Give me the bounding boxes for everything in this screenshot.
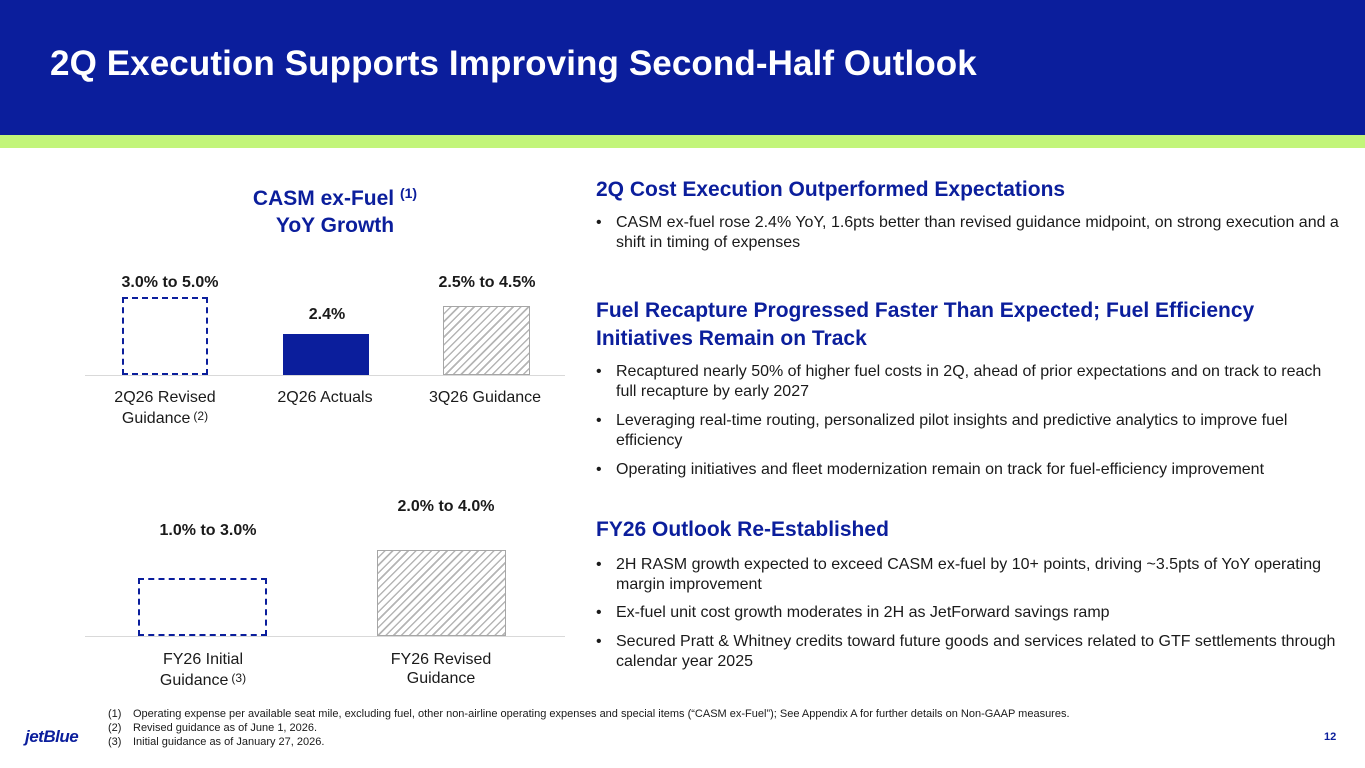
chart2-bar1-range-box xyxy=(138,578,267,636)
footnote-3: (3) Initial guidance as of January 27, 2… xyxy=(108,736,325,748)
chart1-category-2: 2Q26 Actuals xyxy=(277,389,373,406)
section3-bullet-3: • Secured Pratt & Whitney credits toward… xyxy=(596,633,1336,670)
bullet-marker: • xyxy=(596,214,602,231)
chart1-title-footnote-ref: (1) xyxy=(399,185,418,201)
header-bar: 2Q Execution Supports Improving Second-H… xyxy=(0,0,1365,135)
section1-bullet-1: • CASM ex-fuel rose 2.4% YoY, 1.6pts bet… xyxy=(596,214,1339,251)
footnote-2: (2) Revised guidance as of June 1, 2026. xyxy=(108,722,318,734)
jetblue-logo: jetBlue xyxy=(25,727,79,746)
bullet-marker: • xyxy=(596,461,602,478)
chart1-category-1-footnote-ref: (2) xyxy=(193,409,209,423)
chart1-bar1-range-box xyxy=(122,297,208,375)
section2-bullet-2: • Leveraging real-time routing, personal… xyxy=(596,412,1288,449)
chart1-category-3: 3Q26 Guidance xyxy=(428,389,542,406)
section1-heading: 2Q Cost Execution Outperformed Expectati… xyxy=(596,178,1066,201)
section3-bullet-1: • 2H RASM growth expected to exceed CASM… xyxy=(596,556,1322,593)
footnote-1: (1) Operating expense per available seat… xyxy=(108,708,1070,720)
chart1-bar1-value-label: 3.0% to 5.0% xyxy=(121,274,219,291)
chart2-baseline xyxy=(85,636,565,637)
chart1-category-1: 2Q26 Revised Guidance (2) xyxy=(114,389,216,427)
page-title: 2Q Execution Supports Improving Second-H… xyxy=(50,44,977,83)
chart2-category-1: FY26 Initial Guidance (3) xyxy=(159,651,247,689)
chart1-bar2-value-label: 2.4% xyxy=(308,306,346,323)
bullet-marker: • xyxy=(596,604,602,621)
section2-heading: Fuel Recapture Progressed Faster Than Ex… xyxy=(596,299,1255,350)
accent-band xyxy=(0,135,1365,148)
chart1-bar2-bar xyxy=(283,334,369,375)
bullet-marker: • xyxy=(596,412,602,429)
chart1-baseline xyxy=(85,375,565,376)
page-number: 12 xyxy=(1324,731,1337,743)
section2-bullet-1: • Recaptured nearly 50% of higher fuel c… xyxy=(596,363,1322,400)
section2-bullet-3: • Operating initiatives and fleet modern… xyxy=(596,461,1265,478)
chart2-category-1-footnote-ref: (3) xyxy=(231,671,247,685)
chart1-bar3-value-label: 2.5% to 4.5% xyxy=(438,274,536,291)
chart1-title: CASM ex-Fuel (1) YoY Growth xyxy=(200,180,470,239)
footnotes: (1) Operating expense per available seat… xyxy=(108,707,1070,749)
section3-heading: FY26 Outlook Re-Established xyxy=(596,518,889,541)
bullet-marker: • xyxy=(596,556,602,573)
chart2-bar2-value-label: 2.0% to 4.0% xyxy=(397,498,495,515)
chart1-title-line2: YoY Growth xyxy=(275,214,395,237)
chart2-bar2-range-box xyxy=(377,550,506,636)
chart1-bar3-range-box xyxy=(443,306,530,375)
chart2-category-2: FY26 Revised Guidance xyxy=(390,651,492,687)
section3-bullet-2: • Ex-fuel unit cost growth moderates in … xyxy=(596,604,1110,621)
chart2-bar1-value-label: 1.0% to 3.0% xyxy=(159,522,257,539)
bullet-marker: • xyxy=(596,633,602,650)
bullet-marker: • xyxy=(596,363,602,380)
chart1-title-line1: CASM ex-Fuel xyxy=(252,187,395,210)
